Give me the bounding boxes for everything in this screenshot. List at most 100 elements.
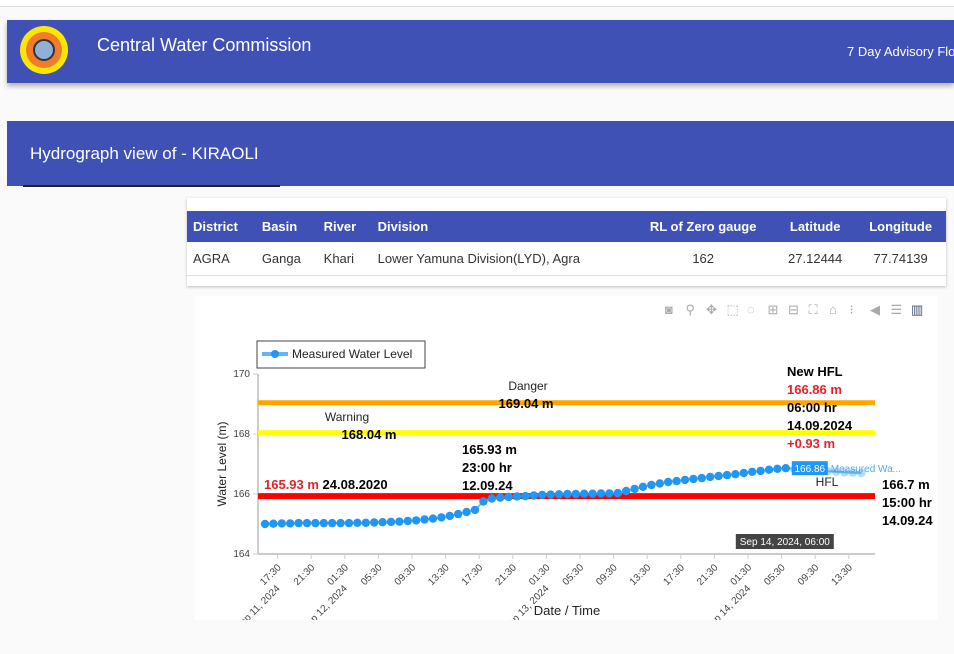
plotly-logo-icon[interactable]: ▥ — [911, 302, 924, 317]
warning-value: 168.04 m — [342, 427, 397, 442]
data-point — [554, 490, 564, 499]
cwc-logo — [20, 26, 68, 74]
data-point — [496, 493, 505, 502]
data-point — [395, 517, 404, 526]
legend-label: Measured Water Level — [292, 347, 412, 361]
data-point — [722, 470, 732, 480]
data-point — [437, 513, 446, 522]
old-hfl-date: 24.08.2020 — [323, 477, 388, 492]
data-point — [294, 518, 303, 528]
data-point — [428, 514, 438, 523]
table-row: AGRA Ganga Khari Lower Yamuna Division(L… — [187, 242, 946, 276]
crossing-annotation-line: 23:00 hr — [462, 460, 512, 475]
legend-swatch-marker — [271, 350, 279, 358]
data-point — [462, 507, 471, 517]
reset-axes-icon[interactable]: ⌂ — [829, 302, 837, 317]
data-point — [479, 497, 488, 506]
zoom-out-icon[interactable]: ⊟ — [788, 302, 799, 317]
x-tick-label: 17:30 — [258, 562, 284, 588]
y-tick-label: 166 — [233, 489, 250, 500]
hover-series-name: Measured Wa... — [831, 464, 901, 475]
x-tick-label: 21:30 — [695, 562, 721, 588]
data-point — [680, 475, 690, 485]
data-point — [319, 518, 328, 528]
warning-label: Warning — [325, 410, 369, 424]
data-point — [714, 471, 723, 481]
x-tick-label: 13:30 — [829, 562, 855, 588]
data-point — [546, 490, 555, 499]
x-tick-label: 13:30 — [426, 562, 452, 588]
x-tick-label: 09:30 — [796, 562, 822, 588]
cell-rl-zero: 162 — [631, 242, 776, 276]
data-point — [697, 473, 706, 483]
data-point — [538, 490, 547, 500]
autoscale-icon[interactable]: ⛶ — [808, 302, 818, 317]
y-tick-label: 164 — [233, 549, 250, 560]
advisory-link[interactable]: 7 Day Advisory Floo — [847, 44, 954, 59]
data-point — [420, 515, 429, 524]
spike-lines-icon[interactable]: ⁝ — [849, 302, 854, 317]
pan-icon[interactable]: ✥ — [706, 302, 717, 317]
data-point — [773, 464, 782, 473]
data-point — [781, 464, 790, 473]
cell-district: AGRA — [187, 242, 256, 276]
data-point — [571, 489, 580, 499]
col-longitude: Longitude — [855, 211, 946, 242]
x-tick-label: 01:30 — [325, 562, 351, 588]
data-point — [361, 518, 370, 527]
old-hfl-annotation: 165.93 m 24.08.2020 — [264, 477, 388, 492]
zoom-icon[interactable]: ⚲ — [685, 302, 696, 317]
data-point — [328, 518, 337, 528]
x-tick-date-label: Sep 11, 2024 — [233, 583, 283, 620]
hover-closest-icon[interactable]: ◀ — [870, 302, 880, 317]
data-point — [857, 468, 866, 478]
data-point — [731, 470, 740, 479]
data-point — [454, 509, 463, 519]
new-hfl-annotation-line: +0.93 m — [787, 436, 835, 451]
x-tick-date-label: Sep 14, 2024 — [703, 583, 753, 620]
x-tick-label: 05:30 — [762, 562, 788, 588]
hover-x-box — [735, 534, 834, 549]
data-point — [739, 468, 748, 478]
data-point — [470, 505, 480, 515]
data-point — [840, 468, 849, 477]
x-tick-label: 13:30 — [628, 562, 654, 588]
data-point — [706, 472, 715, 482]
data-point — [588, 489, 597, 498]
data-point — [521, 491, 530, 501]
lasso-icon[interactable]: ◌ — [747, 302, 755, 317]
box-select-icon[interactable]: ⬚ — [726, 302, 739, 317]
hover-compare-icon[interactable]: ☰ — [890, 302, 903, 317]
hover-x-label: Sep 14, 2024, 06:00 — [740, 537, 831, 548]
x-tick-label: 09:30 — [594, 562, 620, 588]
hover-value-box — [791, 461, 828, 476]
data-point — [689, 474, 698, 484]
camera-icon[interactable]: ◙ — [665, 302, 673, 317]
x-tick-label: 01:30 — [729, 562, 755, 588]
x-tick-label: 17:30 — [460, 562, 486, 588]
data-point — [370, 518, 379, 527]
data-point — [378, 518, 387, 527]
cell-basin: Ganga — [255, 242, 318, 276]
data-point — [269, 519, 278, 528]
data-point — [605, 489, 614, 498]
data-point — [655, 479, 664, 488]
app-header: Central Water Commission 7 Day Advisory … — [7, 20, 954, 83]
zoom-in-icon[interactable]: ⊞ — [767, 302, 779, 317]
data-point — [756, 466, 765, 476]
station-info-card: District Basin River Division RL of Zero… — [187, 198, 946, 286]
data-point — [336, 518, 345, 528]
new-hfl-annotation-line: 166.86 m — [787, 382, 842, 397]
data-point — [672, 476, 681, 486]
page-title-band: Hydrograph view of - KIRAOLI — [7, 121, 954, 187]
latest-level-annotation-line: 15:00 hr — [882, 495, 932, 510]
col-latitude: Latitude — [775, 211, 856, 242]
latest-level-annotation-line: 14.09.24 — [882, 513, 933, 528]
data-point — [286, 519, 295, 528]
data-point — [344, 518, 354, 528]
col-rl-zero: RL of Zero gauge — [631, 211, 776, 242]
x-tick-label: 05:30 — [359, 562, 385, 588]
data-point — [504, 492, 513, 502]
data-point — [664, 477, 673, 487]
